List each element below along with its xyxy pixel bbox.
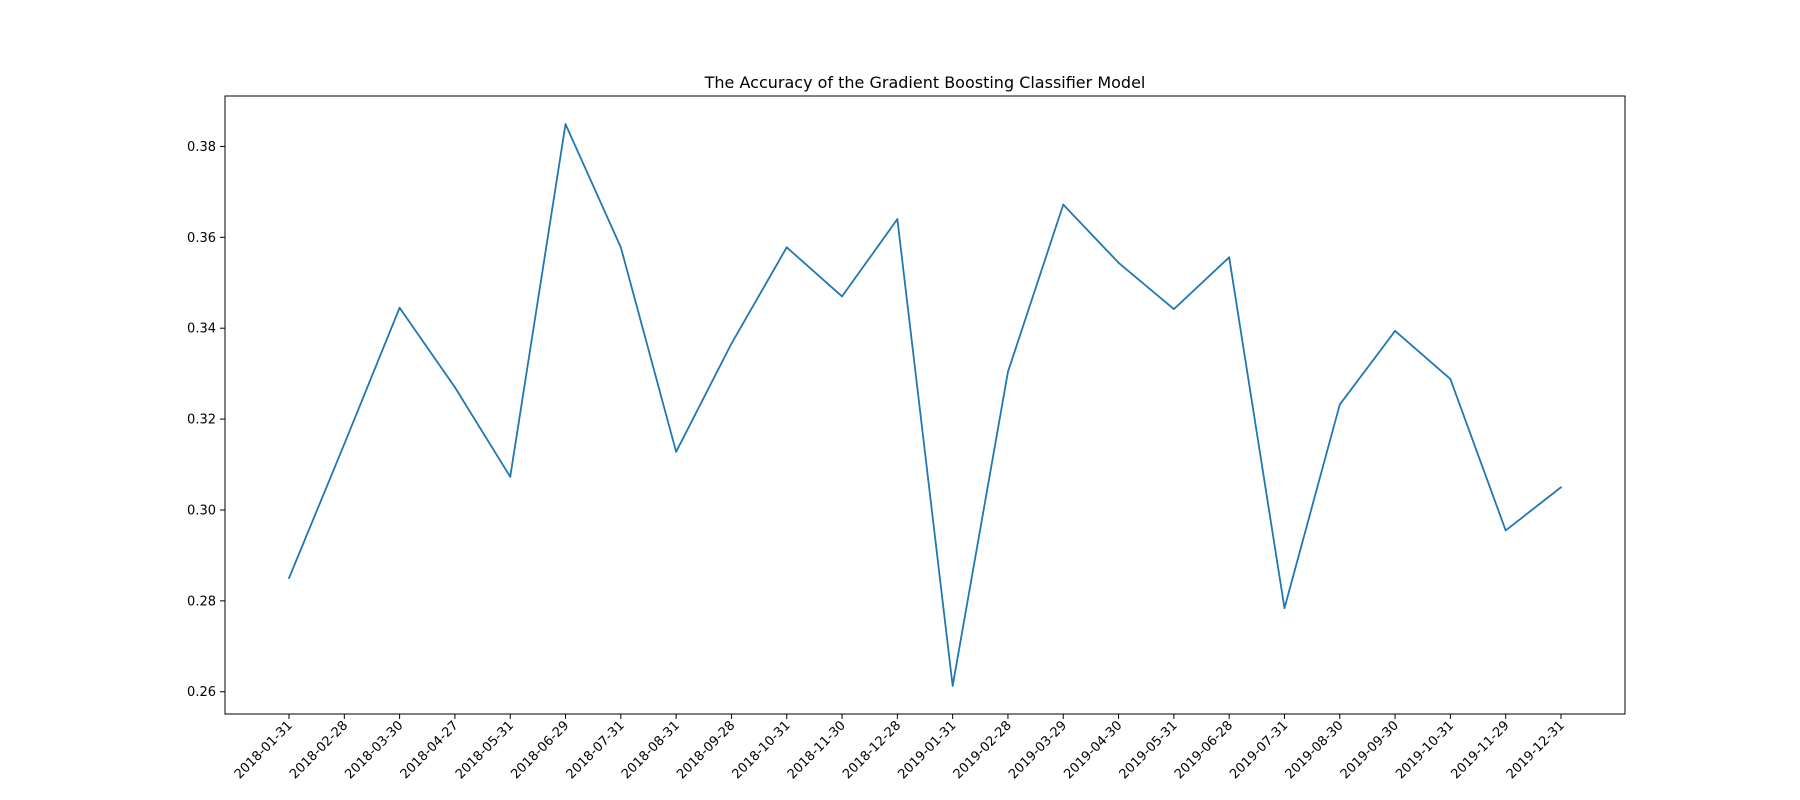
- y-tick-label: 0.26: [187, 685, 216, 700]
- y-tick-label: 0.30: [187, 503, 216, 518]
- data-point: [454, 386, 456, 389]
- data-point: [675, 450, 678, 453]
- data-point: [509, 475, 512, 478]
- series-line: [288, 123, 1562, 687]
- data-point: [1394, 330, 1396, 332]
- data-point: [1007, 370, 1009, 373]
- data-point: [841, 295, 843, 298]
- data-point: [951, 684, 954, 687]
- plot-frame: [224, 95, 1626, 715]
- data-point: [1449, 378, 1452, 380]
- y-tick-label: 0.32: [187, 413, 216, 428]
- y-tick-label: 0.38: [187, 140, 216, 155]
- data-point: [896, 218, 899, 221]
- data-point: [288, 577, 290, 580]
- data-point: [1172, 308, 1175, 311]
- data-point: [730, 342, 733, 345]
- data-point: [343, 443, 346, 445]
- data-point: [1283, 607, 1286, 610]
- data-point: [619, 246, 622, 249]
- y-tick-label: 0.36: [187, 231, 216, 246]
- data-point: [398, 306, 401, 309]
- y-tick-label: 0.34: [187, 322, 216, 337]
- data-point: [785, 246, 788, 249]
- data-point: [1560, 486, 1562, 489]
- y-tick-label: 0.28: [187, 594, 216, 609]
- chart-title: The Accuracy of the Gradient Boosting Cl…: [704, 73, 1146, 92]
- data-point: [1338, 403, 1341, 406]
- series-layer: [288, 123, 1562, 687]
- data-point: [1062, 203, 1065, 206]
- data-point: [564, 123, 567, 126]
- data-point: [1117, 261, 1120, 264]
- data-point: [1504, 529, 1507, 532]
- y-axis: 0.26 0.28 0.30 0.32 0.34 0.36 0.38: [187, 140, 225, 700]
- data-point: [1228, 256, 1231, 259]
